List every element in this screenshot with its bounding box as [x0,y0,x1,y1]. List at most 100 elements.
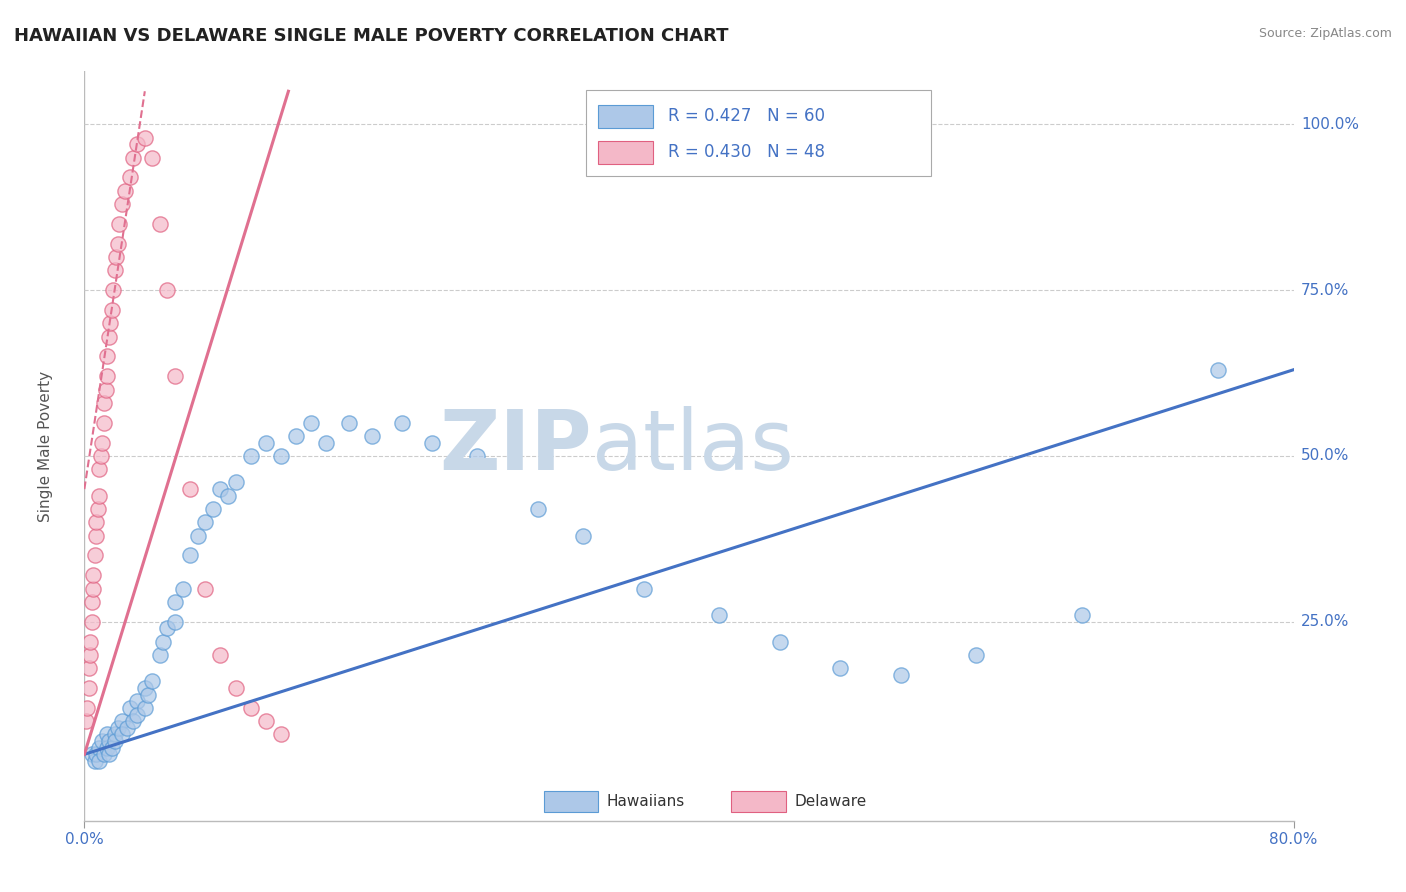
Point [108,217,131,231]
Point [118,701,141,715]
Point [391,416,413,430]
Point [82,568,104,582]
Point [77,661,100,675]
Point [79,634,101,648]
Point [152,634,174,648]
Point [633,582,655,596]
Point [225,475,247,490]
Text: Delaware: Delaware [794,794,866,809]
Point [97,734,120,748]
Text: R = 0.427   N = 60: R = 0.427 N = 60 [668,107,825,125]
Point [127,707,149,722]
Point [172,582,194,596]
Text: R = 0.430   N = 48: R = 0.430 N = 48 [668,144,825,161]
Point [107,236,129,251]
Text: Source: ZipAtlas.com: Source: ZipAtlas.com [1258,27,1392,40]
Point [127,694,149,708]
Point [91,734,114,748]
Text: Single Male Poverty: Single Male Poverty [38,370,53,522]
Point [82,582,104,596]
Point [100,303,122,318]
Point [285,429,308,443]
Point [77,681,100,695]
Point [80,615,103,629]
Text: ZIP: ZIP [440,406,592,486]
FancyBboxPatch shape [544,790,599,812]
Text: 50.0%: 50.0% [1301,449,1350,464]
Point [121,151,143,165]
Point [156,621,179,635]
Text: 25.0%: 25.0% [1301,615,1350,629]
Point [89,740,111,755]
Point [104,263,127,277]
Point [830,661,852,675]
Point [527,502,550,516]
Point [96,727,118,741]
Point [89,462,111,476]
Point [96,740,118,755]
Point [115,721,138,735]
Point [890,667,912,681]
Point [93,416,115,430]
Point [420,435,443,450]
Point [101,283,124,297]
Point [86,747,108,762]
Point [87,502,110,516]
Point [194,515,217,529]
Point [86,515,108,529]
Point [91,435,114,450]
FancyBboxPatch shape [599,141,652,163]
Point [769,634,792,648]
Point [337,416,360,430]
Point [90,449,112,463]
Point [97,329,120,343]
Point [179,482,201,496]
Point [254,714,277,728]
Point [75,714,97,728]
Point [104,727,127,741]
Text: atlas: atlas [592,406,794,486]
Point [467,449,489,463]
Point [360,429,382,443]
Point [134,130,156,145]
Point [149,217,172,231]
Point [709,608,731,623]
Point [121,714,143,728]
FancyBboxPatch shape [731,790,786,812]
Point [93,396,115,410]
Point [100,740,122,755]
Point [114,184,136,198]
Point [254,435,277,450]
Point [80,595,103,609]
Point [84,754,107,768]
Point [1071,608,1094,623]
Point [86,528,108,542]
Point [96,350,118,364]
Text: Hawaiians: Hawaiians [607,794,685,809]
Point [156,283,179,297]
Point [127,137,149,152]
Point [80,747,103,762]
FancyBboxPatch shape [586,90,931,177]
Point [107,721,129,735]
Point [965,648,987,662]
Text: 100.0%: 100.0% [1301,117,1360,132]
Point [84,549,107,563]
Point [89,754,111,768]
Point [89,489,111,503]
Point [217,489,239,503]
Point [93,747,115,762]
Point [111,714,134,728]
Point [105,250,128,264]
Point [209,482,232,496]
Point [315,435,337,450]
Point [118,170,141,185]
Point [104,734,127,748]
Point [141,151,163,165]
Text: 75.0%: 75.0% [1301,283,1350,298]
Point [239,449,262,463]
Point [96,369,118,384]
Point [97,747,120,762]
Text: HAWAIIAN VS DELAWARE SINGLE MALE POVERTY CORRELATION CHART: HAWAIIAN VS DELAWARE SINGLE MALE POVERTY… [14,27,728,45]
Point [111,727,134,741]
